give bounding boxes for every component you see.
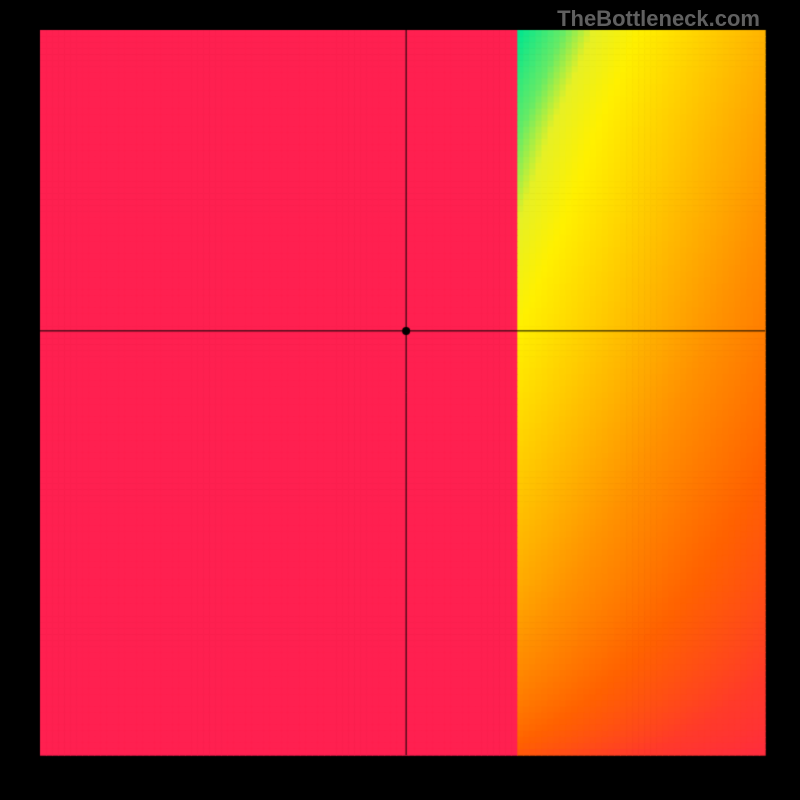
chart-container: TheBottleneck.com	[0, 0, 800, 800]
bottleneck-heatmap	[0, 0, 800, 800]
watermark-label: TheBottleneck.com	[557, 6, 760, 32]
